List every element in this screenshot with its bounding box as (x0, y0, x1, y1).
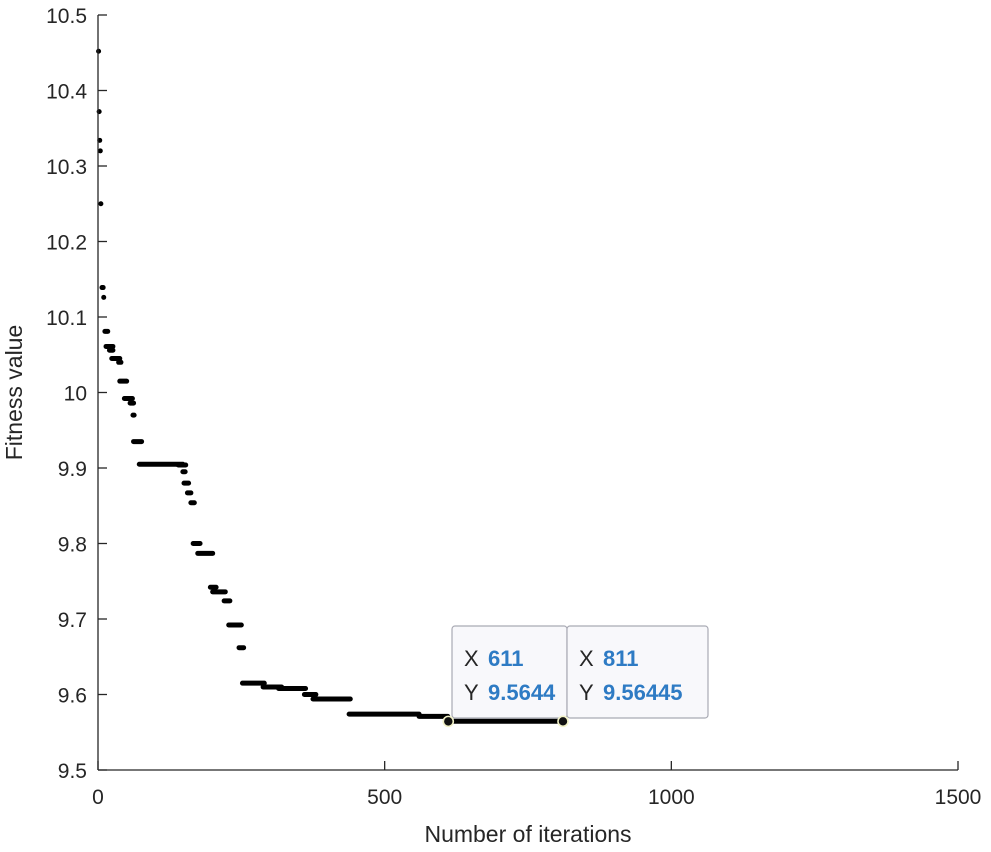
datatip-y-key: Y (579, 680, 594, 705)
datatip-x-key: X (464, 646, 479, 671)
x-axis-title: Number of iterations (424, 821, 631, 847)
datatip-box (566, 625, 709, 719)
datatip-x-value: 611 (488, 646, 524, 671)
x-axis-ticks: 0 500 1000 1500 (92, 761, 981, 809)
x-tick-label: 0 (92, 786, 104, 809)
datatip-811[interactable]: X 811 Y 9.56445 (557, 625, 709, 728)
y-tick-label: 9.6 (58, 685, 87, 708)
datatip-y-value: 9.56445 (603, 680, 683, 705)
datatip-x-value: 811 (603, 646, 639, 671)
y-tick-label: 10 (64, 383, 87, 406)
datatip-y-key: Y (464, 680, 479, 705)
datatip-611[interactable]: X 611 Y 9.5644 (442, 625, 568, 728)
data-marks (96, 48, 566, 724)
y-tick-label: 10.4 (46, 81, 87, 104)
y-tick-label: 9.9 (58, 458, 87, 481)
datatips[interactable]: X 611 Y 9.5644 X 811 Y 9.56445 (442, 625, 709, 728)
y-tick-label: 9.8 (58, 534, 87, 557)
y-tick-label: 10.1 (46, 307, 87, 330)
y-tick-label: 10.2 (46, 232, 87, 255)
y-tick-label: 9.5 (58, 760, 87, 783)
y-axis-title: Fitness value (1, 325, 27, 461)
y-tick-label: 9.7 (58, 609, 87, 632)
x-tick-label: 500 (367, 786, 402, 809)
y-tick-label: 10.3 (46, 156, 87, 179)
datatip-marker[interactable] (557, 715, 569, 728)
y-axis-ticks: 9.5 9.6 9.7 9.8 9.9 10 10.1 10.2 10.3 10.4 10.5 (46, 5, 107, 783)
x-tick-label: 1500 (935, 786, 982, 809)
datatip-marker[interactable] (442, 715, 455, 728)
datatip-x-key: X (579, 646, 594, 671)
y-tick-label: 10.5 (46, 5, 87, 28)
x-tick-label: 1000 (648, 786, 695, 809)
datatip-y-value: 9.5644 (488, 680, 556, 705)
